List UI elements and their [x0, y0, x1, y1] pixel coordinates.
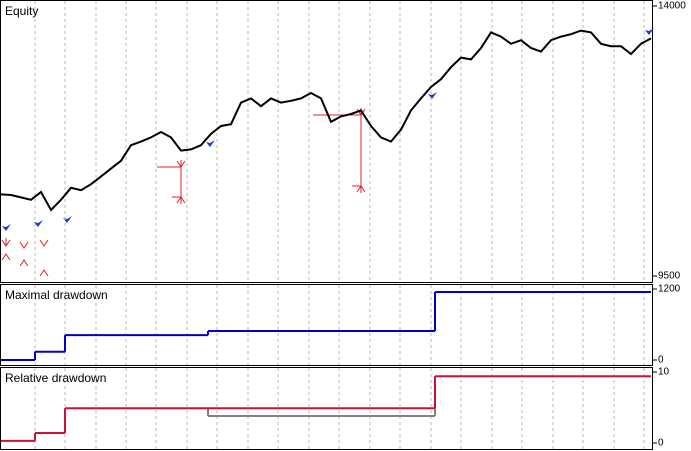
y-tick-label: 1200 — [658, 284, 681, 295]
panel-title: Equity — [5, 4, 38, 18]
panel-title: Maximal drawdown — [5, 288, 108, 302]
gray-connector — [207, 408, 436, 417]
y-tick-label: 9500 — [658, 271, 681, 282]
y-tick-label: 10 — [658, 367, 670, 378]
equity-line — [0, 29, 652, 212]
trade-marks — [2, 28, 654, 231]
y-tick-label: 0 — [658, 438, 664, 449]
equity-panel — [0, 0, 653, 283]
panel-title: Relative drawdown — [5, 371, 106, 385]
max-dd-panel — [0, 284, 653, 366]
y-tick-label: 0 — [658, 355, 664, 366]
y-tick-label: 14000 — [658, 1, 686, 12]
